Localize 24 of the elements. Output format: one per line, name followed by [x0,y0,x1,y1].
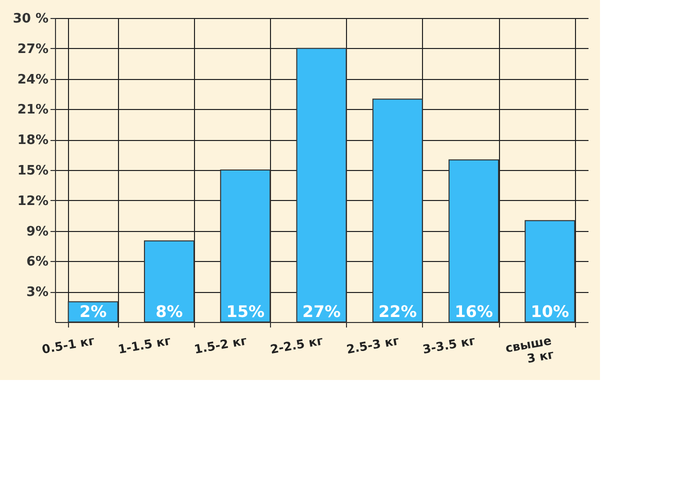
x-tick-label: 3-3.5 кг [422,334,476,357]
data-label: 8% [156,302,183,321]
x-tick-label: 1-1.5 кг [116,334,172,357]
y-tick-label: 18% [17,133,48,148]
x-tick-label: 2-2.5 кг [269,334,324,357]
x-tick-label: 0.5-1 кг [40,334,96,357]
y-tick-label: 9% [26,224,48,240]
y-tick-label: 21% [17,102,48,118]
y-tick-label: 6% [26,254,48,270]
y-tick-label: 12% [17,194,48,209]
data-label: 16% [454,302,493,321]
data-label: 27% [302,302,341,321]
data-label: 10% [530,302,570,321]
y-tick-label: 30 % [12,12,48,26]
data-label: 15% [226,302,265,321]
data-label: 22% [378,302,417,321]
y-tick-label: 15% [17,164,48,178]
x-tick-label: свыше 3 кг [504,334,555,366]
x-tick-label: 1.5-2 кг [193,334,248,357]
data-label: 2% [79,302,107,321]
y-tick-label: 24% [17,72,48,88]
y-tick-label: 3% [26,285,48,300]
x-tick-label: 2.5-3 кг [345,334,400,357]
y-tick-label: 27% [17,42,48,57]
